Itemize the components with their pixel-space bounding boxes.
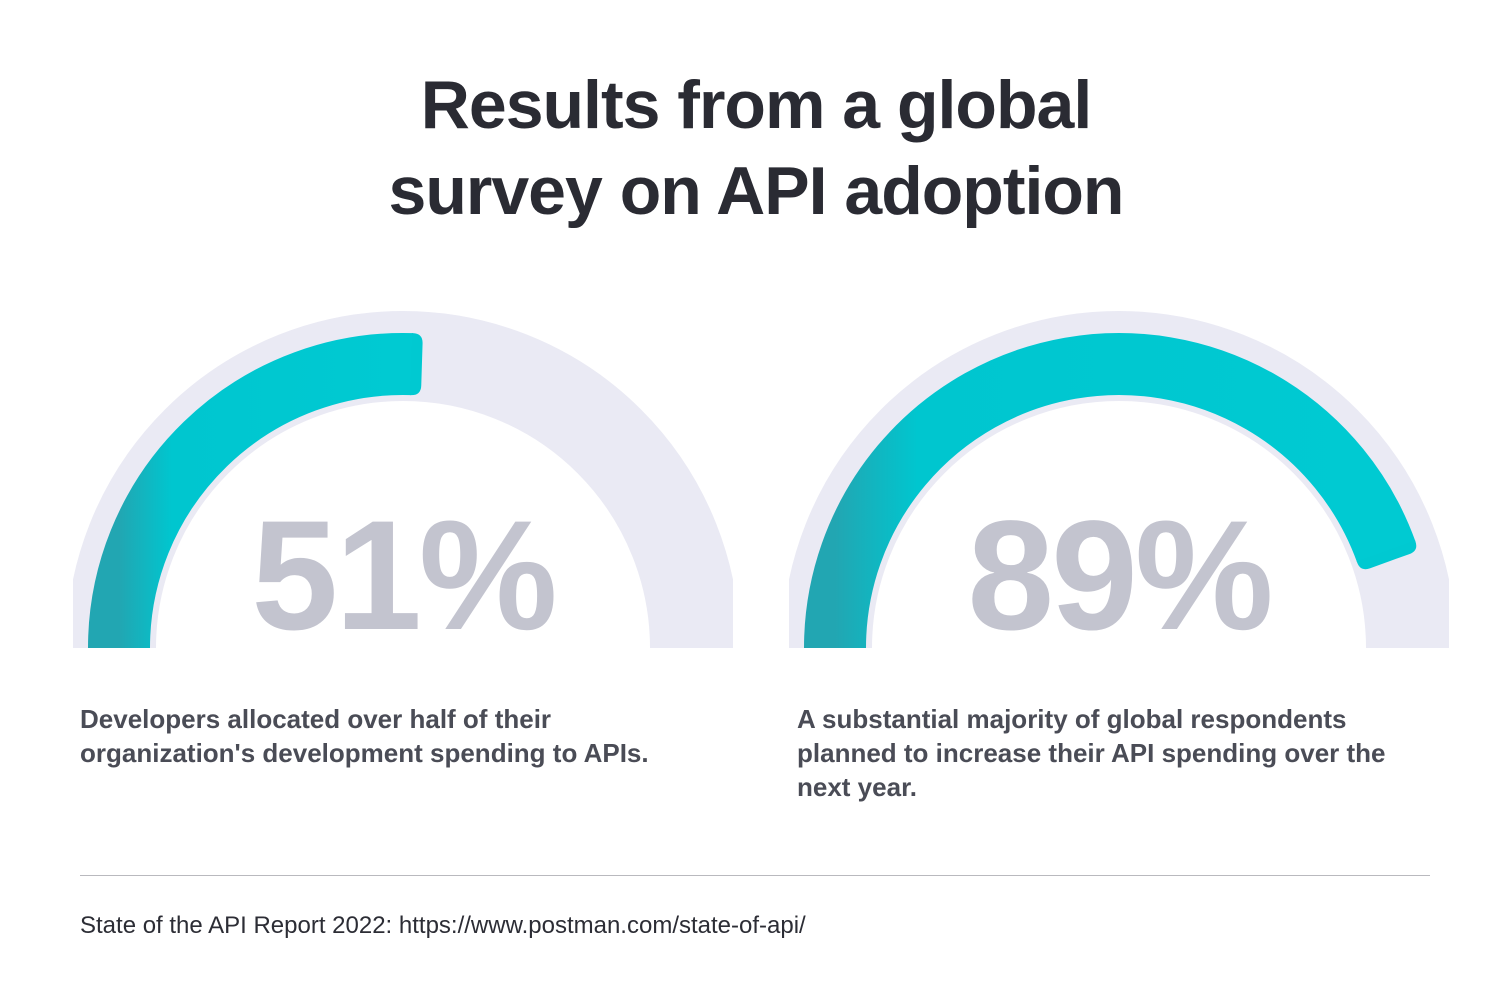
gauge-right-caption: A substantial majority of global respond… — [797, 704, 1386, 802]
source-citation: State of the API Report 2022: https://ww… — [80, 912, 806, 939]
title-line-2: survey on API adoption — [388, 153, 1125, 229]
title-line-1: Results from a global — [420, 67, 1092, 143]
gauge-left-percent: 51% — [251, 489, 557, 663]
gauge-left-fill-cap — [409, 333, 423, 396]
gauge-left-svg — [73, 311, 733, 649]
gauge-left-fill — [88, 333, 413, 649]
gauge-left: 51% — [73, 300, 733, 660]
gauge-right-fill-cap — [1356, 540, 1417, 570]
gauge-left-caption: Developers allocated over half of their … — [80, 704, 649, 768]
gauge-right-fill — [804, 333, 1416, 649]
gauge-right-svg — [789, 311, 1449, 649]
gauge-right: 89% — [789, 300, 1449, 660]
gauge-right-percent: 89% — [967, 489, 1273, 663]
page-title: Results from a global survey on API adop… — [0, 62, 1512, 234]
divider — [80, 875, 1430, 876]
